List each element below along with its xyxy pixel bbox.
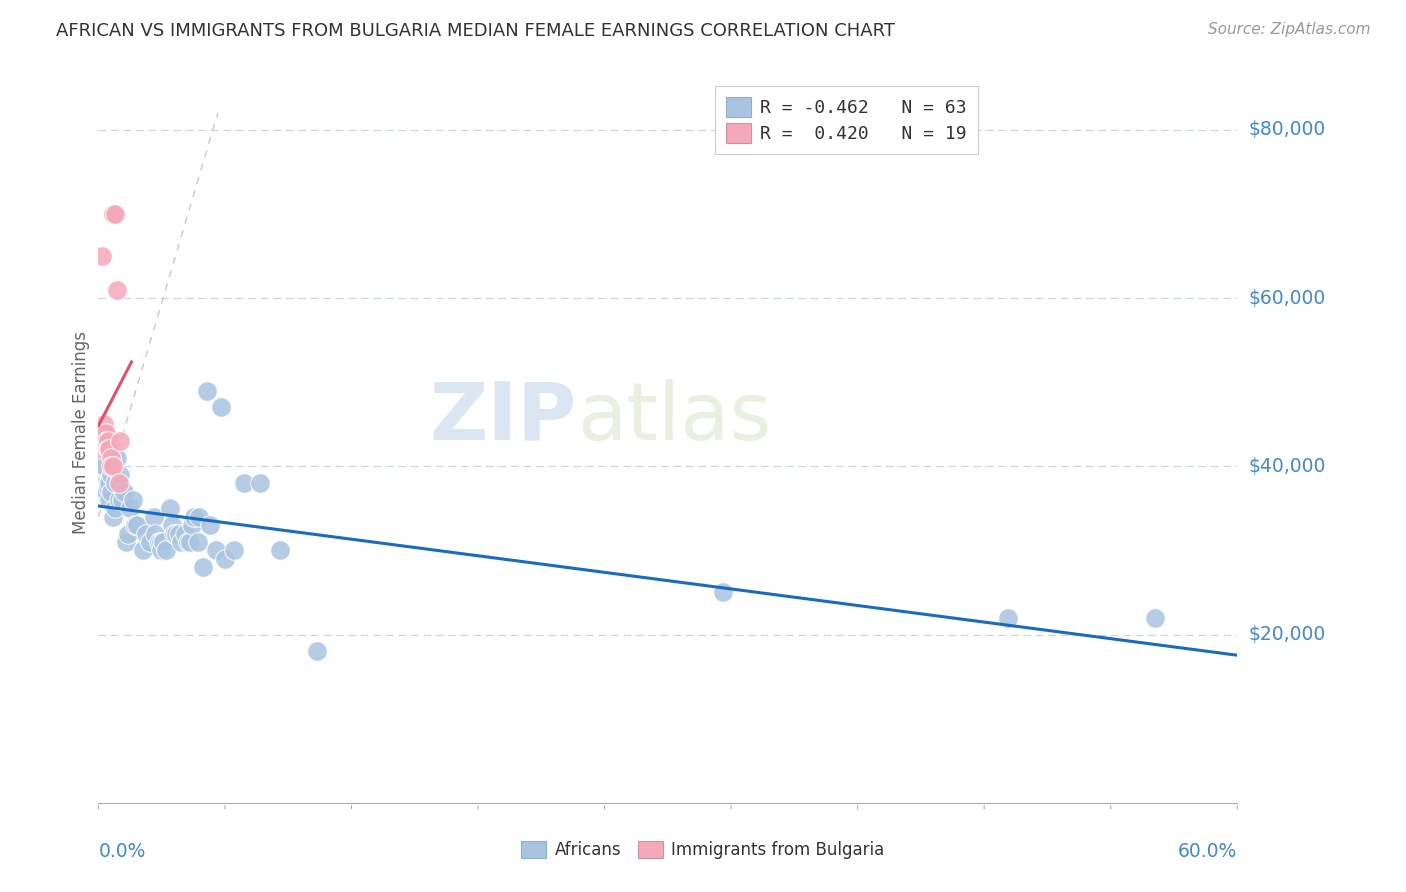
Point: [125, 518, 148, 533]
Point: [107, 476, 129, 491]
Point: [101, 459, 124, 474]
Point: [100, 450, 122, 465]
Point: [98, 476, 121, 491]
Point: [195, 384, 218, 398]
Legend: Africans, Immigrants from Bulgaria: Africans, Immigrants from Bulgaria: [515, 834, 891, 866]
Point: [191, 560, 214, 574]
Text: $40,000: $40,000: [1249, 457, 1326, 475]
Text: $20,000: $20,000: [1249, 625, 1326, 644]
Point: [104, 476, 127, 491]
Point: [139, 535, 162, 549]
Point: [163, 526, 186, 541]
Point: [211, 401, 233, 415]
Point: [997, 610, 1019, 624]
Point: [155, 543, 177, 558]
Point: [112, 484, 135, 499]
Point: [179, 535, 201, 549]
Point: [111, 492, 134, 507]
Text: $60,000: $60,000: [1249, 288, 1326, 308]
Point: [149, 543, 172, 558]
Point: [94, 425, 117, 440]
Point: [110, 467, 132, 482]
Point: [177, 535, 200, 549]
Point: [98, 442, 121, 457]
Point: [711, 585, 734, 599]
Point: [187, 535, 209, 549]
Point: [170, 535, 193, 549]
Point: [149, 535, 172, 549]
Point: [105, 450, 128, 465]
Point: [1143, 610, 1166, 624]
Point: [131, 543, 153, 558]
Point: [101, 207, 124, 221]
Point: [104, 207, 127, 221]
Text: AFRICAN VS IMMIGRANTS FROM BULGARIA MEDIAN FEMALE EARNINGS CORRELATION CHART: AFRICAN VS IMMIGRANTS FROM BULGARIA MEDI…: [56, 22, 896, 40]
Point: [183, 509, 205, 524]
Point: [249, 476, 271, 491]
Point: [224, 543, 246, 558]
Point: [97, 476, 120, 491]
Text: 60.0%: 60.0%: [1178, 842, 1237, 861]
Point: [269, 543, 291, 558]
Point: [91, 442, 114, 457]
Point: [167, 526, 190, 541]
Point: [117, 526, 139, 541]
Point: [100, 459, 122, 474]
Point: [93, 459, 115, 474]
Point: [93, 425, 115, 440]
Text: $80,000: $80,000: [1249, 120, 1326, 139]
Point: [135, 526, 157, 541]
Point: [305, 644, 328, 658]
Point: [181, 518, 204, 533]
Point: [105, 283, 128, 297]
Point: [165, 526, 187, 541]
Point: [89, 425, 111, 440]
Point: [142, 509, 165, 524]
Point: [98, 492, 121, 507]
Point: [100, 467, 122, 482]
Point: [97, 442, 120, 457]
Point: [110, 434, 132, 448]
Point: [94, 434, 117, 448]
Y-axis label: Median Female Earnings: Median Female Earnings: [72, 331, 90, 534]
Point: [104, 501, 127, 516]
Point: [200, 518, 222, 533]
Point: [94, 484, 117, 499]
Point: [91, 476, 114, 491]
Point: [100, 484, 122, 499]
Point: [97, 434, 120, 448]
Point: [160, 518, 183, 533]
Point: [94, 476, 117, 491]
Point: [98, 442, 121, 457]
Point: [93, 417, 115, 432]
Point: [93, 476, 115, 491]
Point: [118, 501, 141, 516]
Text: atlas: atlas: [576, 379, 770, 457]
Point: [101, 509, 124, 524]
Point: [205, 543, 228, 558]
Point: [122, 492, 145, 507]
Point: [107, 492, 129, 507]
Point: [97, 480, 120, 494]
Point: [232, 476, 254, 491]
Point: [188, 509, 211, 524]
Point: [145, 526, 167, 541]
Point: [124, 518, 146, 533]
Point: [159, 501, 181, 516]
Legend: R = -0.462   N = 63, R =  0.420   N = 19: R = -0.462 N = 63, R = 0.420 N = 19: [716, 87, 977, 154]
Text: 0.0%: 0.0%: [98, 842, 146, 861]
Point: [173, 526, 195, 541]
Point: [89, 459, 111, 474]
Text: ZIP: ZIP: [429, 379, 576, 457]
Point: [91, 249, 114, 263]
Point: [214, 551, 236, 566]
Text: Source: ZipAtlas.com: Source: ZipAtlas.com: [1208, 22, 1371, 37]
Point: [115, 535, 138, 549]
Point: [148, 535, 170, 549]
Point: [152, 535, 174, 549]
